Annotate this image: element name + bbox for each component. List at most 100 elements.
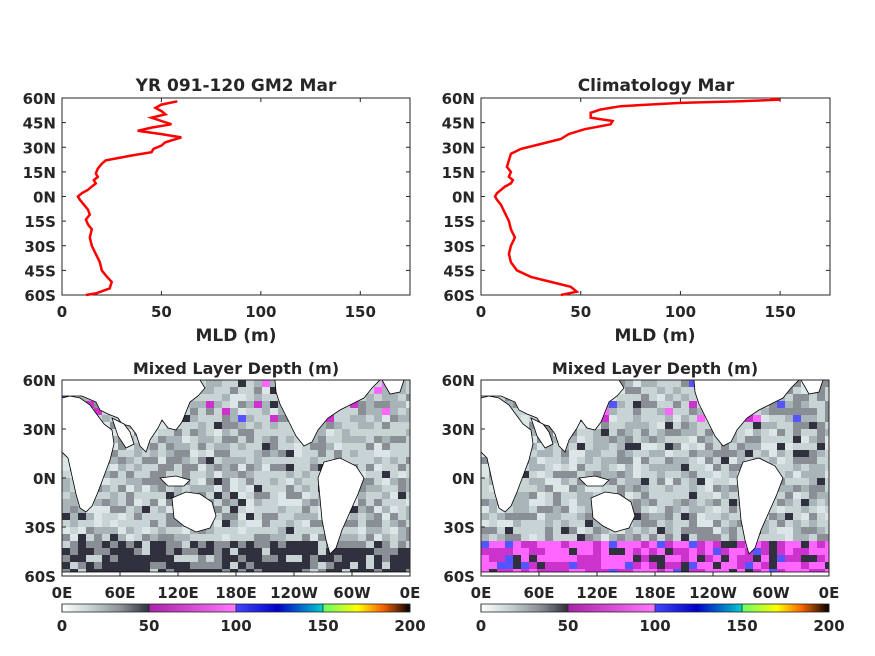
- heatmap-cell: [689, 387, 697, 394]
- heatmap-cell: [801, 443, 809, 450]
- heatmap-cell: [785, 541, 793, 548]
- heatmap-cell: [641, 534, 649, 541]
- heatmap-cell: [577, 429, 585, 436]
- heatmap-cell: [134, 562, 142, 569]
- heatmap-cell: [166, 471, 174, 478]
- heatmap-cell: [801, 506, 809, 513]
- heatmap-cell: [529, 513, 537, 520]
- heatmap-cell: [182, 415, 190, 422]
- heatmap-cell: [262, 499, 270, 506]
- heatmap-cell: [609, 464, 617, 471]
- heatmap-cell: [505, 520, 513, 527]
- heatmap-cell: [601, 471, 609, 478]
- heatmap-cell: [358, 506, 366, 513]
- heatmap-cell: [374, 457, 382, 464]
- heatmap-cell: [278, 555, 286, 562]
- heatmap-cell: [374, 513, 382, 520]
- heatmap-cell: [641, 422, 649, 429]
- heatmap-cell: [521, 471, 529, 478]
- heatmap-cell: [705, 485, 713, 492]
- heatmap-cell: [657, 408, 665, 415]
- heatmap-cell: [294, 436, 302, 443]
- heatmap-cell: [238, 541, 246, 548]
- heatmap-cell: [398, 478, 406, 485]
- heatmap-cell: [673, 401, 681, 408]
- heatmap-cell: [649, 471, 657, 478]
- heatmap-cell: [270, 401, 278, 408]
- heatmap-cell: [198, 450, 206, 457]
- heatmap-cell: [246, 387, 254, 394]
- map-title: Mixed Layer Depth (m): [552, 359, 758, 378]
- heatmap-cell: [689, 527, 697, 534]
- heatmap-cell: [697, 534, 705, 541]
- heatmap-cell: [150, 478, 158, 485]
- heatmap-cell: [110, 415, 118, 422]
- heatmap-cell: [665, 436, 673, 443]
- heatmap-cell: [521, 555, 529, 562]
- heatmap-cell: [214, 548, 222, 555]
- heatmap-cell: [374, 387, 382, 394]
- heatmap-cell: [809, 401, 817, 408]
- heatmap-cell: [481, 541, 489, 548]
- heatmap-cell: [126, 548, 134, 555]
- heatmap-cell: [86, 534, 94, 541]
- heatmap-cell: [406, 408, 410, 415]
- heatmap-cell: [657, 401, 665, 408]
- heatmap-cell: [358, 499, 366, 506]
- heatmap-cell: [729, 506, 737, 513]
- heatmap-cell: [270, 485, 278, 492]
- heatmap-cell: [286, 555, 294, 562]
- heatmap-cell: [569, 527, 577, 534]
- heatmap-cell: [809, 548, 817, 555]
- heatmap-cell: [617, 478, 625, 485]
- heatmap-cell: [633, 429, 641, 436]
- heatmap-cell: [270, 506, 278, 513]
- heatmap-cell: [358, 415, 366, 422]
- heatmap-cell: [665, 520, 673, 527]
- heatmap-cell: [278, 478, 286, 485]
- series-line: [76, 100, 182, 297]
- heatmap-cell: [769, 422, 777, 429]
- heatmap-cell: [793, 401, 801, 408]
- heatmap-cell: [198, 408, 206, 415]
- heatmap-cell: [537, 492, 545, 499]
- heatmap-cell: [505, 513, 513, 520]
- heatmap-cell: [817, 541, 825, 548]
- heatmap-cell: [649, 478, 657, 485]
- heatmap-cell: [793, 555, 801, 562]
- heatmap-cell: [238, 408, 246, 415]
- heatmap-cell: [713, 457, 721, 464]
- heatmap-cell: [657, 485, 665, 492]
- heatmap-cell: [142, 548, 150, 555]
- heatmap-cell: [553, 492, 561, 499]
- heatmap-cell: [382, 464, 390, 471]
- heatmap-cell: [825, 415, 829, 422]
- heatmap-cell: [342, 562, 350, 569]
- heatmap-cell: [633, 401, 641, 408]
- heatmap-cell: [134, 478, 142, 485]
- heatmap-cell: [182, 485, 190, 492]
- heatmap-cell: [609, 562, 617, 569]
- heatmap-cell: [705, 429, 713, 436]
- heatmap-cell: [174, 464, 182, 471]
- heatmap-cell: [713, 527, 721, 534]
- heatmap-cell: [262, 506, 270, 513]
- heatmap-cell: [302, 506, 310, 513]
- heatmap-cell: [809, 499, 817, 506]
- heatmap-cell: [737, 555, 745, 562]
- heatmap-cell: [497, 548, 505, 555]
- heatmap-cell: [230, 408, 238, 415]
- heatmap-cell: [529, 429, 537, 436]
- y-tick-label: 60N: [23, 372, 56, 390]
- heatmap-cell: [86, 541, 94, 548]
- heatmap-cell: [166, 485, 174, 492]
- heatmap-cell: [809, 464, 817, 471]
- heatmap-cell: [294, 471, 302, 478]
- heatmap-cell: [270, 513, 278, 520]
- heatmap-cell: [190, 401, 198, 408]
- heatmap-cell: [110, 450, 118, 457]
- heatmap-cell: [230, 457, 238, 464]
- heatmap-cell: [350, 506, 358, 513]
- heatmap-cell: [278, 520, 286, 527]
- heatmap-cell: [721, 548, 729, 555]
